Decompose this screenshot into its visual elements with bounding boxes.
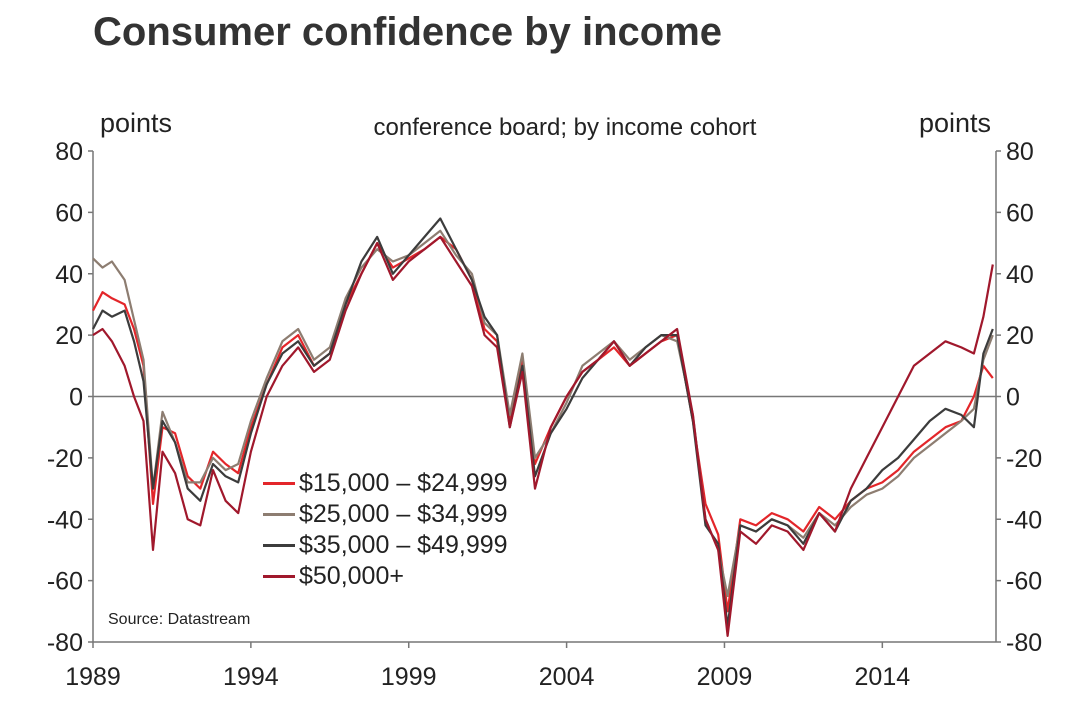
y-tick-label-right: -80 [1006,629,1042,657]
legend-label: $35,000 – $49,999 [299,531,508,559]
y-tick-label-left: -40 [47,506,83,534]
chart-title: Consumer confidence by income [93,10,723,54]
legend: $15,000 – $24,999 $25,000 – $34,999 $35,… [263,468,508,592]
y-tick-label-left: 60 [55,199,83,227]
y-tick-label-left: 20 [55,322,83,350]
y-tick-label-left: -80 [47,629,83,657]
y-tick-label-right: 40 [1006,261,1034,289]
x-tick-label: 2004 [539,663,595,691]
legend-swatch [263,575,295,578]
x-tick-label: 1999 [381,663,437,691]
chart-subtitle: conference board; by income cohort [373,114,757,141]
y-tick-label-left: -60 [47,568,83,596]
y-tick-label-left: 0 [69,384,83,412]
source-note: Source: Datastream [108,611,251,628]
y-tick-label-right: 0 [1006,384,1020,412]
y-tick-label-right: 80 [1006,138,1034,166]
x-tick-label: 2014 [855,663,911,691]
legend-label: $25,000 – $34,999 [299,500,508,528]
chart-axes: -80 -80 -60 -60 -40 -40 -20 -20 0 0 20 20 40 40 60 60 80… [47,138,1042,691]
legend-swatch [263,544,295,547]
legend-item-15k-25k: $15,000 – $24,999 [263,468,508,499]
legend-item-35k-50k: $35,000 – $49,999 [263,530,508,561]
y-tick-label-left: 40 [55,261,83,289]
x-tick-label: 2009 [697,663,753,691]
chart-series-lines [92,217,994,637]
y-tick-label-right: 20 [1006,322,1034,350]
legend-item-50k-plus: $50,000+ [263,561,508,592]
x-tick-label: 1994 [223,663,279,691]
y-tick-label-left: 80 [55,138,83,166]
series-line-2 [92,217,994,628]
y-axis-left-unit-label: points [100,108,173,138]
y-tick-label-right: -20 [1006,445,1042,473]
legend-label: $15,000 – $24,999 [299,469,508,497]
y-axis-right-unit-label: points [918,108,991,138]
x-tick-label: 1989 [65,663,121,691]
series-line-3 [92,235,994,637]
legend-item-25k-35k: $25,000 – $34,999 [263,499,508,530]
y-tick-label-right: 60 [1006,199,1034,227]
legend-swatch [263,513,295,516]
y-tick-label-left: -20 [47,445,83,473]
legend-label: $50,000+ [299,562,404,590]
series-line-1 [92,229,994,598]
legend-swatch [263,482,295,485]
y-tick-label-right: -40 [1006,506,1042,534]
series-line-0 [92,235,994,613]
y-tick-label-right: -60 [1006,568,1042,596]
